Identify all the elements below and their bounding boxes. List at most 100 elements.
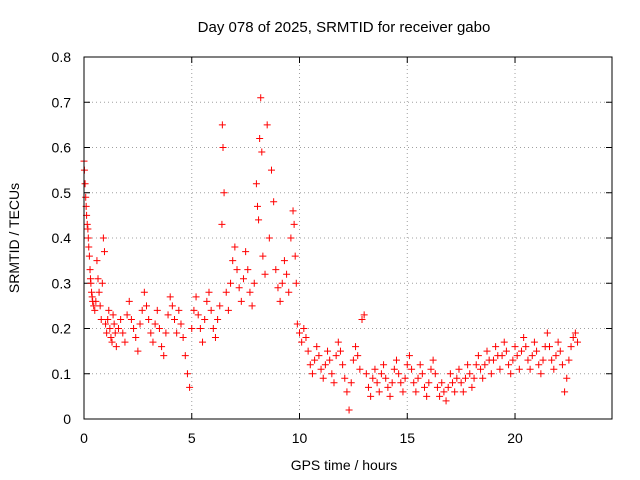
- data-point: [283, 270, 291, 278]
- data-point: [537, 370, 545, 378]
- data-point: [239, 275, 247, 283]
- data-point: [304, 347, 312, 355]
- data-point: [190, 306, 198, 314]
- data-point: [94, 275, 102, 283]
- data-point: [377, 370, 385, 378]
- data-point: [466, 370, 474, 378]
- data-point: [440, 388, 448, 396]
- data-point: [84, 225, 92, 233]
- data-point: [425, 379, 433, 387]
- data-point: [453, 374, 461, 382]
- data-point: [330, 379, 338, 387]
- data-point: [397, 379, 405, 387]
- data-point: [136, 320, 144, 328]
- data-point: [364, 383, 372, 391]
- data-point: [142, 302, 150, 310]
- data-point: [160, 352, 168, 360]
- data-point: [352, 343, 360, 351]
- data-point: [145, 315, 153, 323]
- tick-labels: 0 0.1 0.2 0.3 0.4 0.5 0.6 0.7 0.8 0 5 10 15 20: [52, 49, 523, 446]
- x-tick-label: 20: [507, 430, 523, 446]
- data-point: [392, 356, 400, 364]
- data-point: [433, 383, 441, 391]
- data-point: [375, 388, 383, 396]
- data-point: [354, 352, 362, 360]
- data-point: [535, 361, 543, 369]
- y-tick-label: 0.6: [52, 140, 72, 156]
- data-point: [505, 361, 513, 369]
- data-point: [436, 392, 444, 400]
- data-point: [311, 356, 319, 364]
- data-point: [267, 166, 275, 174]
- data-point: [207, 306, 215, 314]
- data-point: [233, 266, 241, 274]
- x-tick-label: 0: [80, 430, 88, 446]
- data-point: [293, 320, 301, 328]
- data-point: [171, 315, 179, 323]
- data-point: [487, 370, 495, 378]
- data-point: [107, 334, 115, 342]
- data-point: [554, 338, 562, 346]
- data-point: [513, 352, 521, 360]
- data-point: [111, 329, 119, 337]
- data-point: [278, 279, 286, 287]
- data-point: [492, 343, 500, 351]
- data-point: [84, 234, 92, 242]
- data-point: [349, 356, 357, 364]
- data-point: [95, 288, 103, 296]
- data-point: [196, 325, 204, 332]
- data-point: [203, 297, 211, 305]
- y-tick-label: 0.3: [52, 275, 72, 291]
- data-point: [500, 338, 508, 346]
- data-point: [386, 392, 394, 400]
- data-point: [224, 306, 232, 314]
- data-point: [117, 315, 125, 323]
- data-point: [242, 248, 250, 256]
- data-point: [520, 334, 528, 342]
- data-point: [412, 388, 420, 396]
- data-point: [339, 361, 347, 369]
- data-point: [280, 257, 288, 265]
- data-point: [103, 329, 111, 337]
- data-point: [125, 297, 133, 305]
- data-point: [112, 343, 120, 351]
- data-point: [253, 202, 261, 210]
- x-tick-label: 5: [188, 430, 196, 446]
- data-point: [147, 329, 155, 337]
- data-point: [96, 302, 104, 310]
- data-point: [155, 325, 163, 332]
- data-point: [390, 365, 398, 373]
- data-point: [257, 94, 265, 102]
- data-point: [302, 334, 310, 342]
- data-point: [477, 365, 485, 373]
- data-point: [92, 297, 100, 305]
- data-point: [563, 374, 571, 382]
- data-point: [88, 288, 96, 296]
- data-point: [324, 347, 332, 355]
- data-point: [285, 288, 293, 296]
- data-point: [270, 198, 278, 206]
- data-point: [358, 315, 366, 323]
- data-point: [571, 329, 579, 337]
- data-point: [177, 320, 185, 328]
- data-point: [105, 306, 113, 314]
- data-point: [371, 365, 379, 373]
- data-point: [263, 121, 271, 129]
- data-point: [498, 352, 506, 360]
- data-point: [442, 397, 450, 405]
- data-point: [127, 315, 135, 323]
- data-point: [507, 370, 515, 378]
- data-point: [408, 365, 416, 373]
- y-tick-label: 0.5: [52, 185, 72, 201]
- data-point: [423, 392, 431, 400]
- data-point: [345, 406, 353, 414]
- data-point: [524, 356, 532, 364]
- data-point: [201, 315, 209, 323]
- data-point: [367, 392, 375, 400]
- data-point: [235, 284, 243, 292]
- data-point: [272, 266, 280, 274]
- data-point: [319, 374, 327, 382]
- data-point: [132, 334, 140, 342]
- data-point: [546, 343, 554, 351]
